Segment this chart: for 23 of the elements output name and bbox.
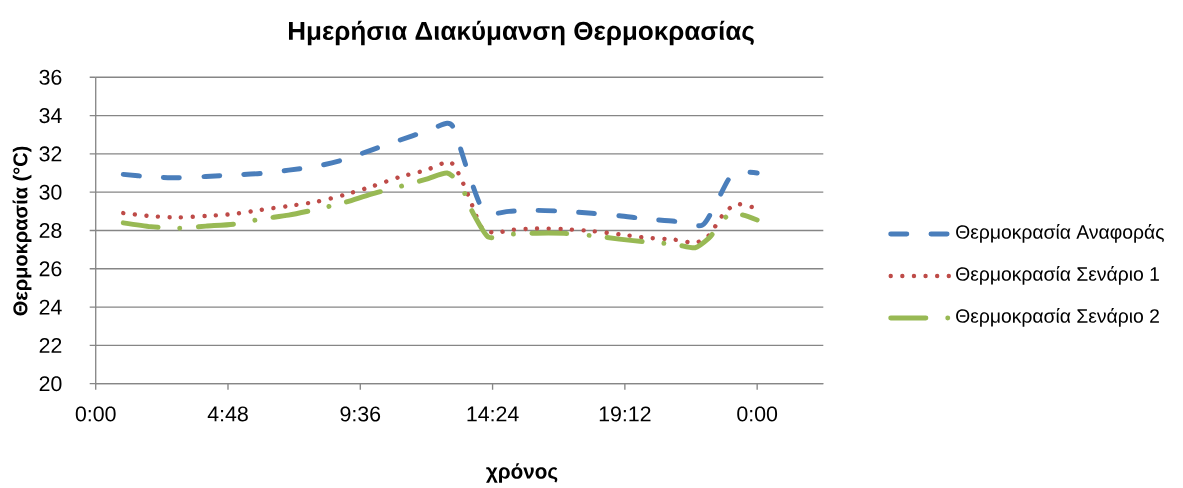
y-tick-label: 28 <box>39 222 62 239</box>
legend-label: Θερμοκρασία Αναφοράς <box>956 224 1164 243</box>
line-series <box>120 170 760 251</box>
legend-label: Θερμοκρασία Σενάριο 1 <box>956 266 1159 285</box>
x-tick-label: 19:12 <box>599 406 651 422</box>
y-tick-label: 22 <box>39 337 62 353</box>
x-axis-title: χρόνος <box>486 463 558 483</box>
x-tick-label: 0:00 <box>75 406 116 422</box>
y-tick-label: 32 <box>39 146 62 162</box>
y-tick-label: 34 <box>39 108 62 124</box>
x-tick-label: 9:36 <box>340 406 381 422</box>
y-axis-title: Θερμοκρασία (°C) <box>12 146 32 316</box>
x-tick-label: 0:00 <box>737 406 778 422</box>
x-tick-label: 4:48 <box>207 406 248 422</box>
y-tick-label: 20 <box>39 376 62 392</box>
y-tick-label: 24 <box>39 299 62 315</box>
line-series <box>120 120 760 228</box>
x-tick-label: 14:24 <box>467 406 519 422</box>
y-tick-label: 30 <box>39 184 62 200</box>
chart-title: Ημερήσια Διακύμανση Θερμοκρασίας <box>289 20 754 46</box>
legend-label: Θερμοκρασία Σενάριο 2 <box>956 308 1159 327</box>
y-tick-label: 26 <box>39 261 62 277</box>
y-tick-label: 36 <box>39 69 62 85</box>
